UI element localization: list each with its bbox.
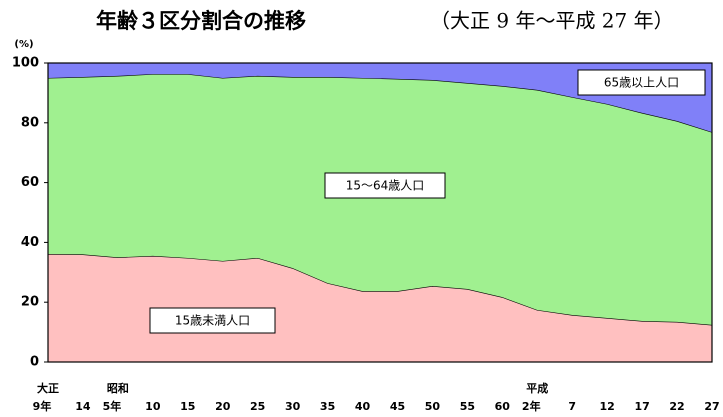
chart-subtitle: （大正 9 年～平成 27 年）	[430, 9, 674, 33]
x-tick-label: 20	[215, 400, 231, 413]
y-tick-label: 40	[21, 235, 39, 250]
x-tick-label: 25	[250, 400, 265, 413]
y-axis-label: (%)	[14, 39, 33, 50]
area	[48, 74, 712, 325]
x-tick-label: 30	[285, 400, 301, 413]
x-tick-label: 平成 2年	[522, 381, 548, 413]
x-tick-label: 7	[568, 400, 576, 413]
y-tick-label: 100	[12, 56, 39, 71]
x-tick-label: 40	[355, 400, 371, 413]
series-label: 15歳未満人口	[175, 314, 250, 328]
series-label-box	[324, 172, 446, 199]
x-tick-label: 大正 9年	[33, 381, 59, 413]
x-tick-label: 27	[704, 400, 719, 413]
x-tick-label: 50	[425, 400, 441, 413]
x-tick-label: 14	[75, 400, 91, 413]
x-tick-label: 35	[320, 400, 335, 413]
x-tick-label: 45	[390, 400, 405, 413]
chart-title: 年齢３区分割合の推移	[96, 9, 306, 33]
x-tick-label: 17	[634, 400, 649, 413]
y-tick-label: 0	[30, 355, 39, 370]
x-tick-label: 55	[460, 400, 475, 413]
series-label: 65歳以上人口	[604, 76, 679, 90]
plot-frame	[47, 62, 713, 363]
area	[48, 63, 712, 133]
y-tick-label: 60	[21, 175, 39, 190]
area	[48, 254, 712, 362]
y-tick-label: 80	[21, 115, 39, 130]
series-label: 15～64歳人口	[346, 179, 425, 193]
x-tick-label: 10	[145, 400, 161, 413]
y-tick-label: 20	[21, 295, 39, 310]
x-tick-label: 昭和 5年	[103, 381, 129, 413]
x-tick-label: 60	[495, 400, 511, 413]
x-tick-label: 12	[600, 400, 615, 413]
series-label-box	[577, 69, 706, 96]
series-label-box	[149, 307, 276, 334]
x-tick-label: 15	[180, 400, 195, 413]
x-tick-label: 22	[669, 400, 684, 413]
